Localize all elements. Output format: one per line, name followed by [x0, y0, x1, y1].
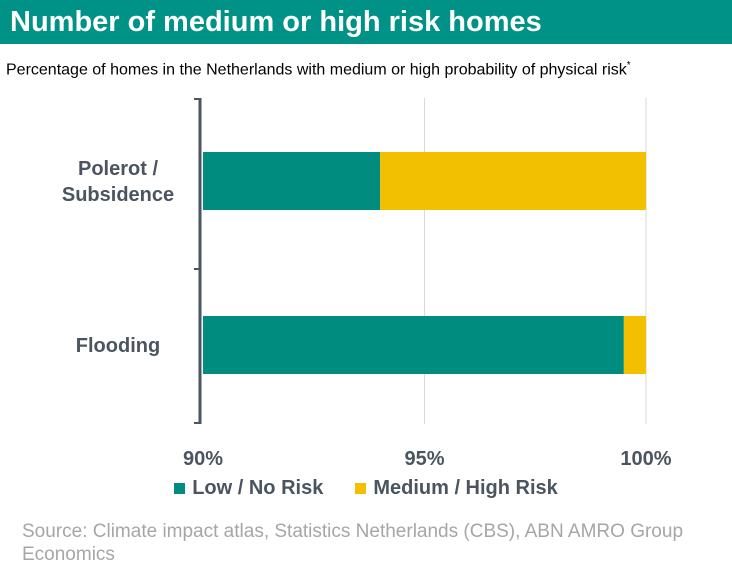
- category-label-line: Polerot /: [78, 158, 158, 180]
- footnote-marker: *: [626, 60, 631, 71]
- legend-item-medium-risk: Medium / High Risk: [355, 476, 558, 500]
- category-label-line: Subsidence: [62, 184, 174, 206]
- category-label-line: Flooding: [76, 335, 160, 357]
- title-bar: Number of medium or high risk homes: [0, 0, 732, 44]
- chart-subtitle: Percentage of homes in the Netherlands w…: [6, 60, 631, 79]
- source-note: Source: Climate impact atlas, Statistics…: [22, 521, 684, 565]
- x-tick-label-0: 90%: [183, 448, 223, 470]
- legend-label-medium-risk: Medium / High Risk: [373, 476, 558, 499]
- legend: Low / No Risk Medium / High Risk: [0, 476, 732, 500]
- x-tick-label-1: 95%: [404, 448, 444, 470]
- legend-swatch-low-risk: [174, 482, 186, 494]
- chart-title: Number of medium or high risk homes: [10, 5, 542, 38]
- category-label-0: Polerot / Subsidence: [62, 158, 174, 206]
- bar-chart: Polerot / Subsidence Flooding 90% 95% 100%: [62, 98, 672, 470]
- x-tick-label-2: 100%: [620, 448, 671, 470]
- legend-label-low-risk: Low / No Risk: [192, 476, 324, 499]
- bar-polerot-subsidence-low-no-risk: [203, 152, 381, 210]
- category-label-1: Flooding: [76, 335, 160, 357]
- legend-swatch-medium-risk: [355, 482, 367, 494]
- legend-item-low-risk: Low / No Risk: [174, 477, 323, 500]
- bar-flooding-medium-high-risk: [623, 316, 646, 374]
- subtitle-text: Percentage of homes in the Netherlands w…: [6, 61, 627, 79]
- bar-flooding-low-no-risk: [203, 316, 624, 374]
- bar-polerot-subsidence-medium-high-risk: [380, 152, 646, 210]
